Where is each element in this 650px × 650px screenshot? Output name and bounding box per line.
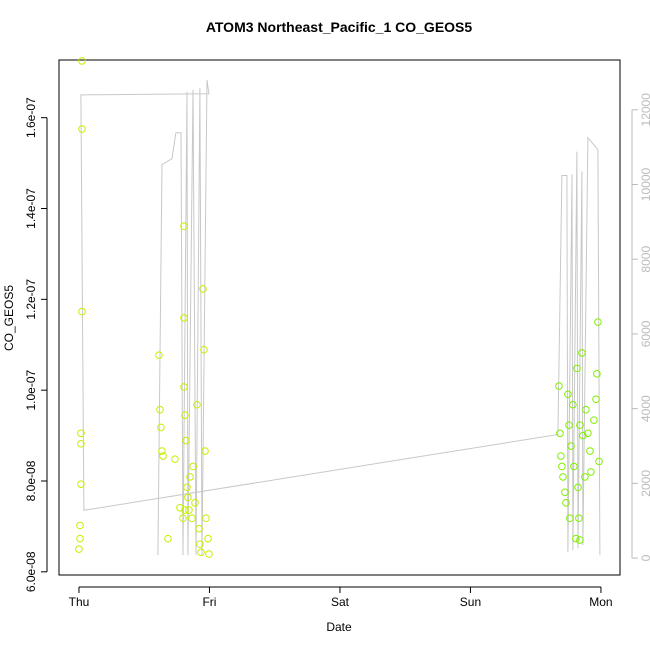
y-tick-label: 1.6e-07 bbox=[24, 97, 38, 138]
data-point bbox=[581, 473, 589, 481]
data-point bbox=[156, 405, 164, 414]
data-point bbox=[195, 524, 203, 533]
chart-title: ATOM3 Northeast_Pacific_1 CO_GEOS5 bbox=[206, 19, 473, 35]
data-point bbox=[584, 429, 592, 438]
data-point bbox=[186, 473, 194, 481]
data-point bbox=[562, 498, 570, 507]
data-point bbox=[155, 351, 163, 359]
data-point bbox=[78, 307, 86, 316]
data-point bbox=[566, 514, 574, 523]
data-point bbox=[184, 493, 192, 502]
data-point bbox=[557, 452, 565, 460]
data-point bbox=[188, 514, 196, 523]
plot-frame bbox=[58, 59, 621, 576]
x-tick-label: Fri bbox=[202, 595, 216, 609]
data-point bbox=[77, 480, 85, 488]
y-tick-label: 1.2e-07 bbox=[24, 279, 38, 320]
data-point bbox=[180, 314, 188, 322]
data-point bbox=[586, 447, 594, 455]
data-point bbox=[182, 436, 190, 445]
data-point bbox=[191, 498, 199, 507]
data-point bbox=[567, 442, 575, 450]
data-point bbox=[559, 473, 567, 481]
data-point bbox=[587, 468, 595, 476]
data-point bbox=[197, 548, 205, 557]
x-tick-label: Sat bbox=[331, 595, 350, 609]
data-point bbox=[180, 383, 188, 391]
data-point bbox=[593, 370, 601, 378]
data-point bbox=[193, 400, 201, 409]
y2-tick-label: 4000 bbox=[639, 395, 650, 422]
data-point bbox=[204, 534, 212, 543]
data-point bbox=[576, 421, 584, 429]
data-point bbox=[570, 462, 578, 471]
data-point bbox=[555, 382, 563, 390]
data-point bbox=[196, 540, 204, 548]
data-point bbox=[574, 483, 582, 492]
data-point bbox=[595, 457, 603, 466]
data-point bbox=[179, 514, 187, 523]
data-point bbox=[564, 390, 572, 399]
data-point bbox=[578, 349, 586, 357]
x-tick-label: Mon bbox=[589, 595, 612, 609]
data-point bbox=[576, 536, 584, 544]
data-point bbox=[159, 452, 167, 460]
data-point bbox=[181, 506, 189, 514]
data-point bbox=[185, 506, 193, 514]
data-point bbox=[183, 483, 191, 492]
data-point bbox=[164, 534, 172, 543]
data-point bbox=[582, 405, 590, 414]
data-point bbox=[590, 416, 598, 424]
data-point bbox=[201, 447, 209, 455]
data-point bbox=[78, 57, 86, 65]
data-point bbox=[573, 364, 581, 373]
data-point bbox=[180, 222, 188, 231]
x-tick-label: Thu bbox=[69, 595, 90, 609]
y-tick-label: 1.4e-07 bbox=[24, 188, 38, 229]
data-point bbox=[171, 455, 179, 463]
x-axis-label: Date bbox=[326, 620, 352, 634]
data-point bbox=[77, 429, 85, 438]
data-point bbox=[157, 423, 165, 432]
data-point bbox=[202, 514, 210, 523]
data-point bbox=[579, 431, 587, 440]
data-point bbox=[561, 488, 569, 497]
data-point bbox=[572, 534, 580, 543]
y2-tick-label: 6000 bbox=[639, 320, 650, 347]
y-axis-label: CO_GEOS5 bbox=[2, 285, 16, 351]
data-point bbox=[75, 545, 83, 553]
data-point bbox=[569, 400, 577, 409]
data-point bbox=[189, 462, 197, 471]
y2-tick-label: 10000 bbox=[639, 168, 650, 202]
altitude-line bbox=[80, 79, 601, 556]
y-tick-label: 8.0e-08 bbox=[24, 460, 38, 501]
y-tick-label: 1.0e-07 bbox=[24, 369, 38, 410]
data-point bbox=[78, 125, 86, 133]
y-tick-label: 6.0e-08 bbox=[24, 551, 38, 592]
data-point bbox=[76, 534, 84, 543]
data-point bbox=[594, 318, 602, 326]
data-point bbox=[77, 439, 85, 448]
data-point bbox=[200, 345, 208, 354]
data-point bbox=[558, 462, 566, 471]
y2-tick-label: 8000 bbox=[639, 246, 650, 273]
x-tick-label: Sun bbox=[460, 595, 481, 609]
y2-tick-label: 2000 bbox=[639, 470, 650, 497]
y2-tick-label: 12000 bbox=[639, 93, 650, 127]
data-point bbox=[181, 411, 189, 419]
data-point bbox=[158, 447, 166, 455]
y2-tick-label: 0 bbox=[639, 554, 650, 561]
data-point bbox=[575, 514, 583, 523]
data-point bbox=[592, 395, 600, 404]
data-point bbox=[205, 550, 213, 558]
data-point bbox=[199, 285, 207, 293]
data-point bbox=[565, 421, 573, 429]
data-point bbox=[176, 503, 184, 512]
data-point bbox=[556, 429, 564, 438]
data-point bbox=[76, 521, 84, 530]
